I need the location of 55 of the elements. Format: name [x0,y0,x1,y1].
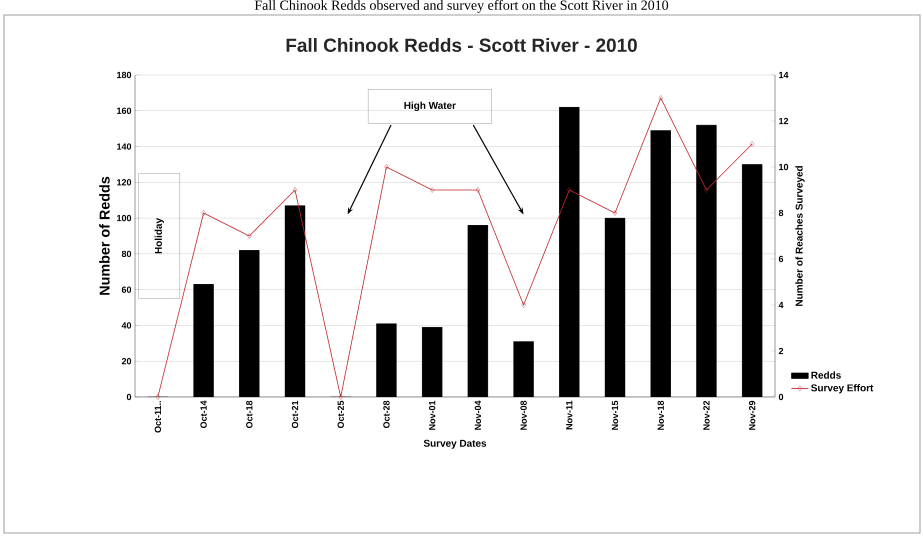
y-axis-title: Number of Redds [99,176,110,295]
y2-tick-label: 4 [778,302,784,308]
y-tick-label: 160 [117,108,132,114]
x-tick-label: Oct-21 [292,400,298,428]
y-tick-label: 80 [122,250,132,258]
point [612,210,618,216]
y-tick-label: 40 [122,322,132,329]
point [750,141,754,147]
x-tick-label: Nov-04 [474,400,482,430]
point [476,187,480,193]
y-tick-label: 140 [117,143,132,150]
x-tick-label: Nov-18 [658,400,664,430]
annotation: High Water [404,102,456,111]
y-tick-label: 0 [126,394,132,400]
y2-tick-label: 0 [778,394,784,400]
y2-axis-title: Number of Reaches Surveyed [795,166,805,306]
y2-tick-label: 2 [778,348,784,354]
y2-tick-label: 8 [778,210,784,216]
y-tick-label: 60 [122,286,132,293]
legend-label: Survey Effort [811,384,874,394]
point [567,187,572,193]
y2-tick-label: 10 [779,164,788,170]
x-tick-label: Oct-25 [338,400,344,428]
x-tick-label: Nov-29 [748,400,756,430]
point [521,302,526,308]
point [658,95,663,101]
y-tick-label: 180 [117,72,132,78]
y2-tick-label: 14 [779,72,788,78]
point [247,233,252,239]
y-tick-label: 100 [117,214,132,222]
x-tick-label: Nov-08 [520,400,527,430]
y-tick-label: 20 [122,358,132,364]
point [292,187,298,193]
x-tick-label: Oct-18 [246,400,252,428]
point [156,394,160,400]
point [704,187,709,193]
point [384,164,389,170]
x-axis-title: Survey Dates [424,440,486,449]
x-tick-label: Oct-14 [200,400,207,428]
y2-tick-label: 12 [779,118,788,124]
legend-label: Redds [811,371,841,379]
x-tick-label: Oct-28 [383,400,390,428]
point [201,210,206,216]
x-tick-label: Nov-11 [566,400,572,430]
point [430,187,434,193]
chart-title: Fall Chinook Redds - Scott River - 2010 [286,38,637,52]
y-tick-label: 120 [117,179,132,186]
x-tick-label: Nov-15 [612,400,618,430]
annotation: Holiday [154,218,164,254]
text: Fall Chinook Redds observed and survey effort on the Scott River in 2010 [254,0,668,13]
y2-tick-label: 6 [778,256,784,262]
x-tick-label: Nov-01 [428,400,436,430]
x-tick-label: Oct-11.. [154,401,162,433]
x-tick-label: Nov-22 [703,400,710,430]
point [338,394,343,400]
